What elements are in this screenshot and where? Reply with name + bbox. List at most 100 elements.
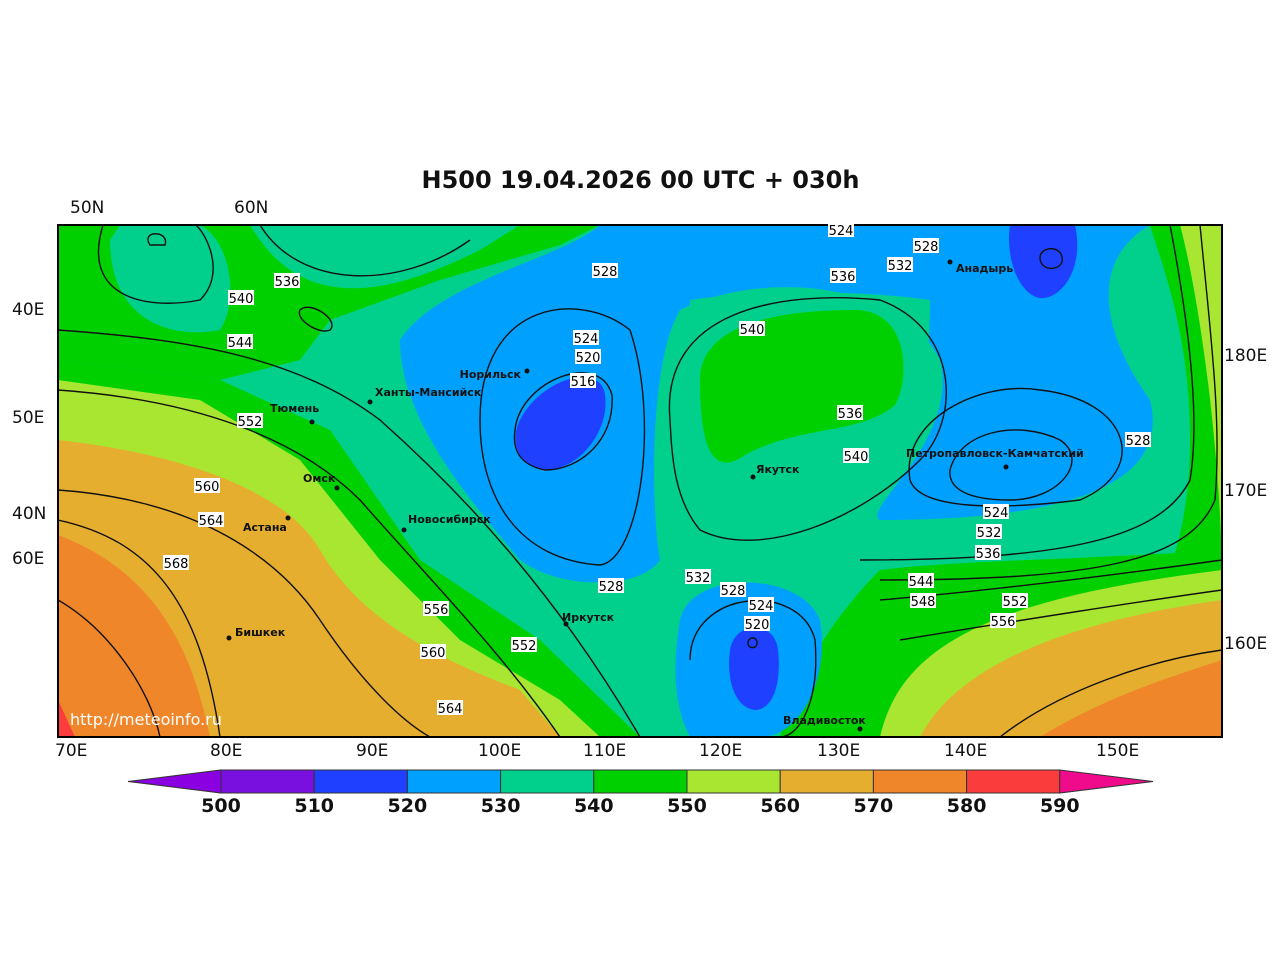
colorbar-tick-label: 570 [853,795,894,817]
lat-label-left: 40N [12,504,47,524]
contour-label-bg [575,349,601,364]
contour-label-bg [227,334,253,349]
contour-label-bg [570,373,596,388]
contour-label: 552 [1003,595,1028,610]
field-540-550 [700,310,904,463]
city-label: Владивосток [783,714,866,727]
map-title: H500 19.04.2026 00 UTC + 030h [421,166,860,194]
contour-label: 528 [914,240,939,255]
isohypses [58,225,1222,737]
city-dot [367,399,373,405]
lon-label-bottom: 70E [55,741,88,761]
contour-label: 536 [976,547,1001,562]
contour-label-bg [198,512,224,527]
contour-label-bg [423,601,449,616]
city-dot [524,368,530,374]
lon-label-right: 170E [1224,481,1268,501]
contour-label: 528 [593,265,618,280]
field-510-520 [729,627,779,710]
city-dot [750,474,756,480]
lon-label-bottom: 110E [583,741,627,761]
contour-label-bg [163,555,189,570]
lon-label-bottom: 80E [210,741,243,761]
colorbar-tick-label: 530 [480,795,521,817]
city-label: Тюмень [270,402,319,415]
watermark: http://meteoinfo.ru [70,710,222,729]
colorbar-extend-high [1059,769,1154,794]
lon-label-bottom: 150E [1096,741,1140,761]
contour-label: 564 [199,514,224,529]
contour-label-bg [983,504,1009,519]
colorbar-segment [779,769,874,794]
cities: Норильск Ханты-Мансийск Тюмень Омск Астана Но… [226,259,1084,732]
contour-label: 556 [991,615,1016,630]
contour-label-bg [975,545,1001,560]
colorbar-segment [872,769,968,794]
contour-label: 544 [909,575,934,590]
lon-label-left: 50E [12,408,45,428]
contour-label: 560 [421,646,446,661]
city-dot [285,515,291,521]
lon-label-bottom: 90E [356,741,389,761]
contour-label: 520 [576,351,601,366]
contour-label-bg [739,321,765,336]
city-dot [857,726,863,732]
contour-label-bg [913,238,939,253]
field-570-580 [1040,660,1222,737]
contour-label: 540 [844,450,869,465]
field-530-540 [250,225,520,289]
contour-label-bg [685,569,711,584]
contour-label-bg [598,578,624,593]
colorbar-segment [406,769,502,794]
contour-label-bg [194,478,220,493]
city-label: Якутск [756,463,800,476]
city-label: Астана [243,521,287,534]
city-label: Омск [303,472,336,485]
contour-label: 548 [911,595,936,610]
field-510-520 [1009,225,1078,299]
contour-label-bg [748,597,774,612]
field-570-580 [58,535,210,737]
lon-label-right: 160E [1224,634,1268,654]
contour-label-bg [744,616,770,631]
lon-label-left: 40E [12,300,45,320]
contour-label: 524 [574,332,599,347]
contour-label: 524 [984,506,1009,521]
contour-label: 536 [831,270,856,285]
contour-label-bg [720,582,746,597]
contour-label-bg [573,330,599,345]
colorbar-tick-label: 510 [294,795,335,817]
contour-label-bg [908,573,934,588]
contour-label-bg [237,413,263,428]
city-label: Норильск [460,368,522,381]
city-label: Ханты-Мансийск [375,386,482,399]
contour-label: 564 [438,702,463,717]
contour-label: 536 [275,275,300,290]
map-frame [57,224,1223,738]
lon-label-left: 60E [12,549,45,569]
colorbar-tick-label: 560 [760,795,801,817]
contour-label: 552 [238,415,263,430]
colorbar-tick-label: 540 [573,795,614,817]
contour-label: 532 [888,259,913,274]
contour-label: 532 [686,571,711,586]
lat-label-top: 60N [234,198,269,218]
colorbar-segment [593,769,688,794]
city-dot [401,527,407,533]
contour-label: 568 [164,557,189,572]
lon-label-bottom: 140E [944,741,988,761]
city-label: Новосибирск [408,513,491,526]
city-dot [947,259,953,265]
city-label: Иркутск [562,611,615,624]
city-label: Анадырь [956,262,1013,275]
contour-label-bg [228,290,254,305]
contour-label: 524 [829,224,854,239]
colorbar-tick-label: 590 [1039,795,1080,817]
contour-label: 528 [1126,434,1151,449]
contour-label-bg [910,593,936,608]
contour-label: 540 [740,323,765,338]
contour-label: 528 [599,580,624,595]
map-fields [58,225,1222,737]
